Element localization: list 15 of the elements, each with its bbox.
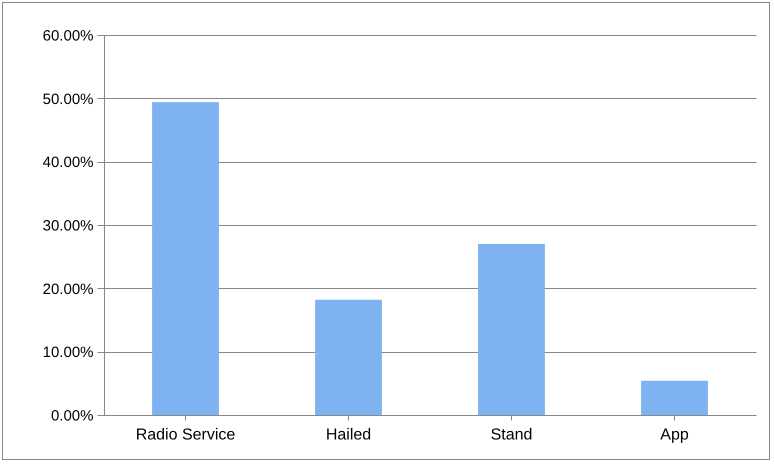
x-tick-label: Hailed	[326, 426, 372, 444]
bar	[152, 102, 219, 415]
y-tick-label: 20.00%	[42, 280, 94, 298]
y-tick-label: 30.00%	[42, 218, 94, 234]
y-tick-label: 50.00%	[42, 90, 94, 108]
x-tick-label: Radio Service	[136, 426, 236, 444]
y-tick-label: 40.00%	[42, 154, 94, 172]
bar	[315, 300, 382, 415]
y-tick-label: 60.00%	[42, 28, 94, 44]
y-tick-label: 10.00%	[42, 344, 94, 362]
x-tick-label: Stand	[490, 426, 532, 444]
x-tick-label: App	[660, 426, 689, 444]
y-tick-label: 0.00%	[50, 408, 94, 424]
bar	[641, 380, 708, 415]
bar	[478, 244, 545, 415]
